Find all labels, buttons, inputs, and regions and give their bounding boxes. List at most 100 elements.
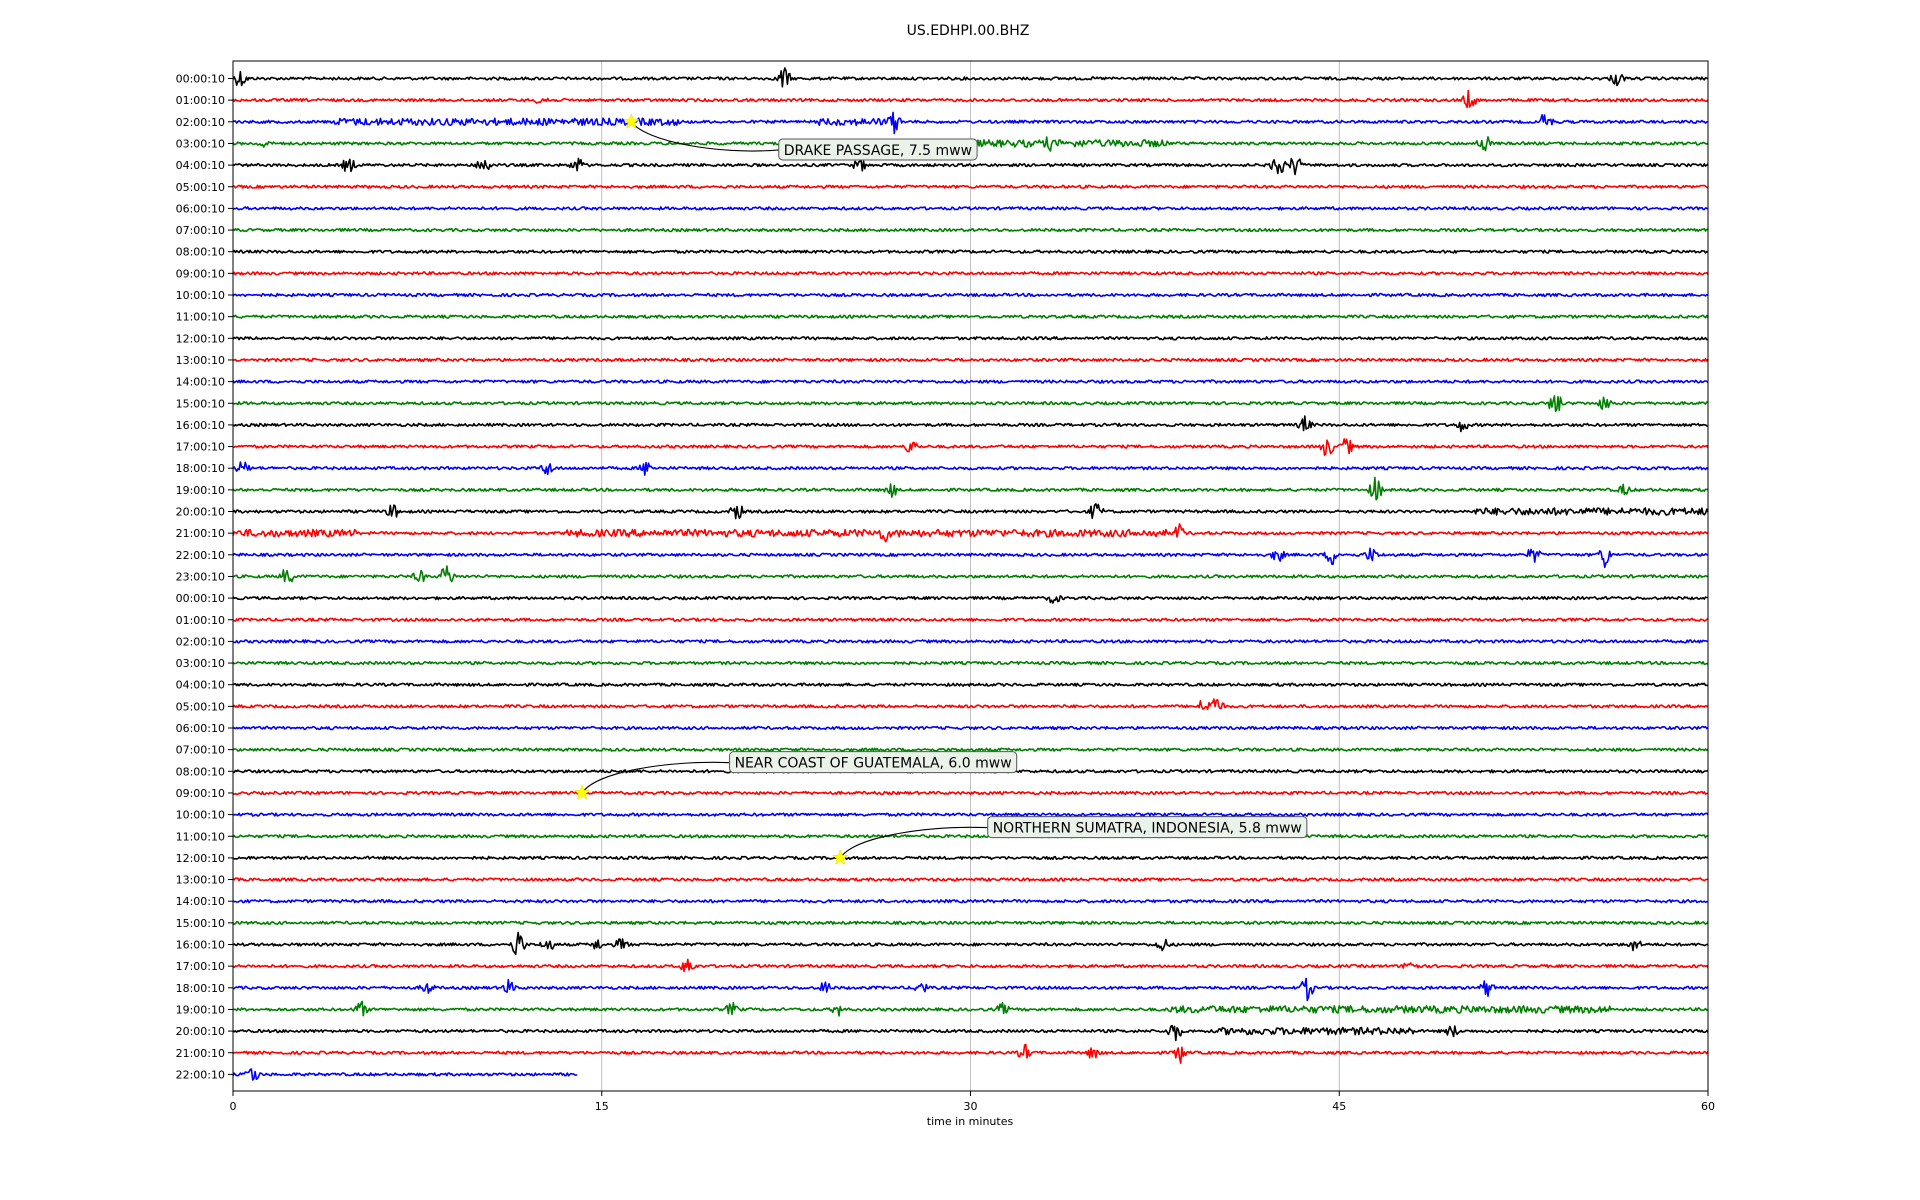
y-tick-label: 20:00:10 (176, 1025, 225, 1038)
event-label: DRAKE PASSAGE, 7.5 mww (784, 143, 972, 159)
trace-row (232, 790, 1709, 796)
trace-row (232, 67, 1709, 88)
trace-row (232, 292, 1709, 298)
trace-row (232, 476, 1709, 501)
x-tick-label: 15 (595, 1100, 609, 1113)
y-tick-label: 10:00:10 (176, 289, 225, 302)
y-tick-label: 21:00:10 (176, 1047, 225, 1060)
y-tick-label: 11:00:10 (176, 830, 225, 843)
event-label-box (729, 751, 1018, 774)
y-tick-label: 16:00:10 (176, 419, 225, 432)
trace-row (232, 438, 1709, 456)
y-tick-label: 21:00:10 (176, 527, 225, 540)
trace-row (232, 89, 1709, 109)
trace-row (232, 336, 1709, 341)
y-tick-label: 18:00:10 (176, 982, 225, 995)
y-tick-label: 08:00:10 (176, 765, 225, 778)
x-tick-label: 60 (1701, 1100, 1715, 1113)
event-connector (839, 826, 988, 859)
event-star-icon (831, 849, 849, 865)
y-tick-label: 11:00:10 (176, 311, 225, 324)
y-tick-label: 19:00:10 (176, 1003, 225, 1016)
y-tick-label: 04:00:10 (176, 159, 225, 172)
event-star-icon (622, 113, 640, 129)
trace-row (232, 249, 1709, 254)
trace-row (232, 725, 1709, 731)
y-tick-label: 01:00:10 (176, 614, 225, 627)
trace-row (232, 184, 1709, 189)
event-connector (630, 121, 779, 152)
y-tick-labels: 00:00:10 01:00:10 02:00:10 03:00:10 04:00:10… (176, 73, 233, 1081)
trace-row (232, 357, 1709, 363)
trace-row (232, 523, 1709, 543)
trace-row (232, 931, 1709, 956)
y-tick-label: 01:00:10 (176, 94, 225, 107)
y-tick-label: 06:00:10 (176, 722, 225, 735)
y-tick-label: 14:00:10 (176, 895, 225, 908)
y-tick-label: 19:00:10 (176, 484, 225, 497)
y-tick-label: 13:00:10 (176, 874, 225, 887)
x-axis-label: time in minutes (927, 1115, 1014, 1128)
event-label-box (987, 816, 1308, 839)
chart-title: US.EDHPI.00.BHZ (907, 23, 1030, 39)
event-connector (581, 761, 730, 794)
trace-row (232, 565, 1709, 583)
trace-row (232, 461, 1709, 476)
trace-row (232, 617, 1709, 622)
y-tick-label: 07:00:10 (176, 744, 225, 757)
y-tick-label: 02:00:10 (176, 116, 225, 129)
y-tick-label: 22:00:10 (176, 549, 225, 562)
y-tick-label: 02:00:10 (176, 635, 225, 648)
y-tick-label: 07:00:10 (176, 224, 225, 237)
trace-row (232, 812, 1709, 817)
trace-row (232, 920, 1709, 925)
trace-row (232, 660, 1709, 666)
trace-row (232, 595, 1708, 604)
y-tick-label: 18:00:10 (176, 462, 225, 475)
event-label: NEAR COAST OF GUATEMALA, 6.0 mww (735, 756, 1012, 772)
trace-row (232, 682, 1709, 687)
event-annotation: DRAKE PASSAGE, 7.5 mww (622, 113, 978, 161)
x-tick-label: 30 (964, 1100, 978, 1113)
y-tick-label: 23:00:10 (176, 570, 225, 583)
y-tick-label: 08:00:10 (176, 246, 225, 259)
y-tick-label: 12:00:10 (176, 332, 225, 345)
y-tick-label: 16:00:10 (176, 939, 225, 952)
trace-row (232, 1024, 1709, 1042)
event-annotation: NEAR COAST OF GUATEMALA, 6.0 mww (573, 751, 1018, 800)
y-tick-label: 15:00:10 (176, 397, 225, 410)
trace-row (232, 977, 1709, 1002)
y-tick-label: 00:00:10 (176, 73, 225, 86)
trace-row (232, 227, 1709, 233)
trace-row (232, 1043, 1709, 1064)
trace-row (232, 547, 1709, 569)
event-label: NORTHERN SUMATRA, INDONESIA, 5.8 mww (993, 821, 1302, 837)
y-tick-label: 06:00:10 (176, 202, 225, 215)
x-ticks: 0 15 30 45 60 (230, 1091, 1715, 1113)
event-annotation: NORTHERN SUMATRA, INDONESIA, 5.8 mww (831, 816, 1308, 865)
trace-row (232, 206, 1709, 211)
y-tick-label: 09:00:10 (176, 787, 225, 800)
trace-row (232, 415, 1709, 433)
y-tick-label: 05:00:10 (176, 181, 225, 194)
trace-row (232, 834, 1709, 839)
x-tick-label: 45 (1332, 1100, 1346, 1113)
y-tick-label: 13:00:10 (176, 354, 225, 367)
trace-row (232, 958, 1709, 973)
trace-row (232, 698, 1709, 711)
y-tick-label: 00:00:10 (176, 592, 225, 605)
trace-row (232, 1000, 1709, 1017)
y-tick-label: 15:00:10 (176, 917, 225, 930)
trace-row (232, 639, 1709, 644)
y-tick-label: 12:00:10 (176, 852, 225, 865)
trace-row (232, 314, 1709, 319)
trace-row (232, 899, 1709, 904)
y-tick-label: 04:00:10 (176, 679, 225, 692)
event-annotations: DRAKE PASSAGE, 7.5 mww NEAR COAST OF GUAT… (573, 113, 1308, 865)
x-tick-label: 0 (230, 1100, 237, 1113)
y-tick-label: 05:00:10 (176, 700, 225, 713)
trace-row (232, 747, 1709, 752)
y-tick-label: 17:00:10 (176, 441, 225, 454)
y-tick-label: 10:00:10 (176, 809, 225, 822)
